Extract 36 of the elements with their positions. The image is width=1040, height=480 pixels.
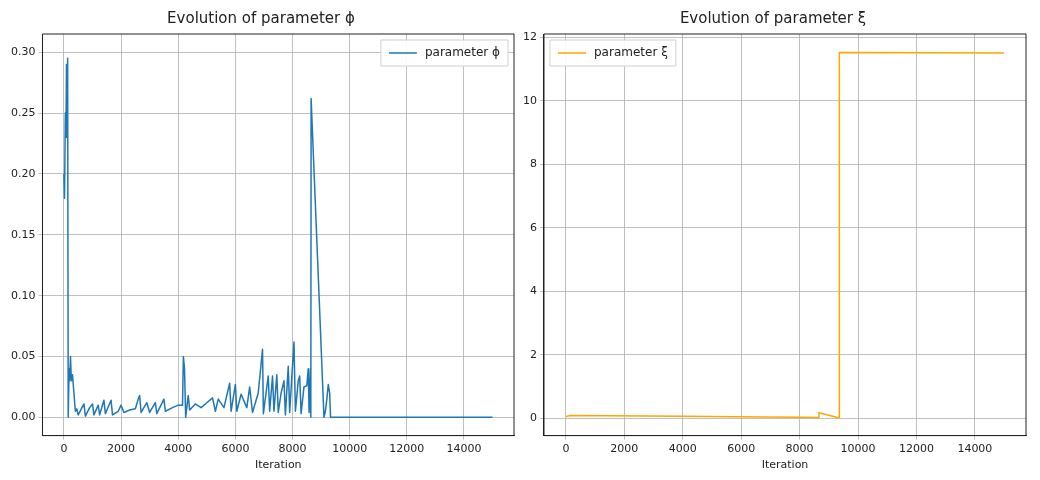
x-tick-label: 2000 (610, 442, 639, 456)
y-tick-label: 0.25 (10, 105, 36, 119)
legend-label: parameter ξ (594, 45, 668, 60)
x-tick-label: 0 (60, 442, 68, 456)
chart-title: Evolution of parameter ξ (679, 8, 867, 27)
x-tick-label: 10000 (840, 442, 876, 456)
x-axis-title: Iteration (761, 458, 809, 472)
y-tick-label: 2 (530, 347, 537, 361)
y-tick-label: 0.05 (10, 349, 36, 363)
y-tick-label: 8 (530, 157, 537, 171)
y-tick-label: 6 (530, 220, 537, 234)
y-tick-label: 0.20 (10, 166, 36, 180)
x-tick-label: 8000 (785, 442, 814, 456)
y-tick-label: 10 (523, 93, 537, 107)
x-tick-label: 10000 (332, 442, 368, 456)
x-tick-label: 4000 (164, 442, 193, 456)
y-tick-label: 0 (530, 411, 537, 424)
x-tick-label: 6000 (727, 442, 756, 456)
x-tick-label: 12000 (389, 442, 425, 456)
x-tick-label: 4000 (668, 442, 697, 456)
legend-label: parameter ϕ (424, 45, 501, 60)
x-axis-title: Iteration (254, 458, 302, 472)
x-tick-label: 2000 (107, 442, 136, 456)
y-tick-label: 4 (530, 284, 537, 298)
x-tick-label: 8000 (278, 442, 307, 456)
chart-title: Evolution of parameter ϕ (167, 8, 355, 27)
x-tick-label: 0 (562, 442, 570, 456)
y-tick-label: 0.15 (10, 227, 36, 241)
x-tick-label: 6000 (221, 442, 250, 456)
x-tick-label: 14000 (957, 442, 993, 456)
y-tick-label: 0.10 (10, 288, 36, 302)
y-tick-label: 12 (523, 30, 537, 44)
y-tick-label: 0.00 (10, 410, 36, 424)
x-tick-label: 14000 (446, 442, 482, 456)
x-tick-label: 12000 (898, 442, 934, 456)
y-tick-label: 0.30 (10, 45, 36, 59)
